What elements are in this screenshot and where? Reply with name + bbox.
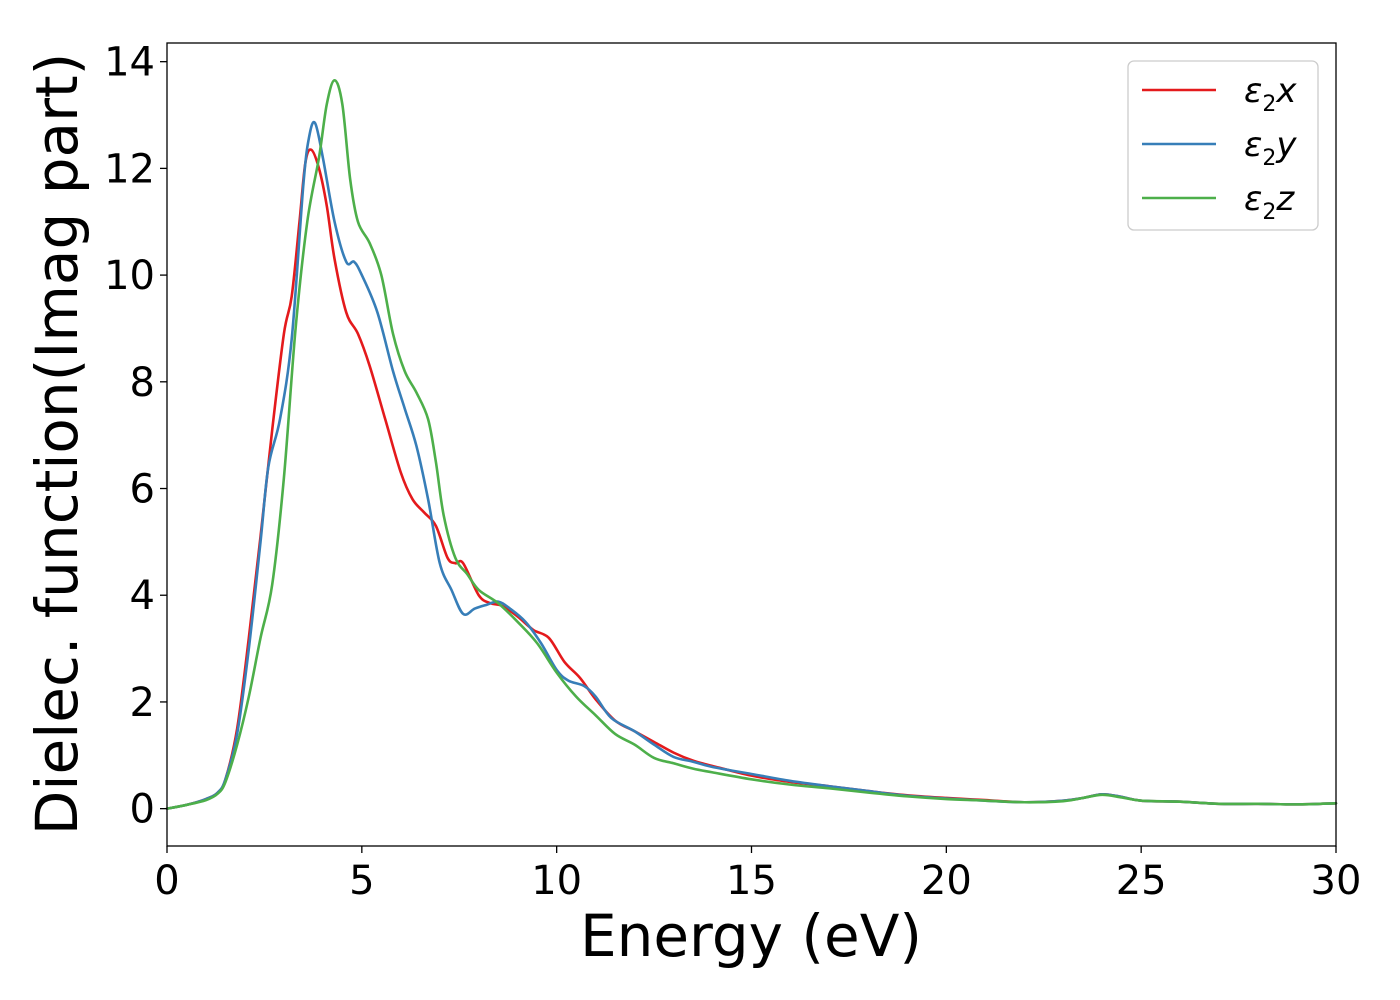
legend-label-epsilon2x: ε2x [1244,71,1297,117]
y-axis-title: Dielec. function(Imag part) [23,53,91,836]
y-tick-label: 0 [130,787,155,833]
series-line-epsilon2z [165,79,1338,810]
legend-box [1127,60,1319,231]
x-tick-label: 0 [154,858,179,904]
series-layer [165,79,1338,810]
legend-label-epsilon2z: ε2z [1244,179,1295,225]
x-tick-label: 25 [1116,858,1167,904]
x-tick-label: 20 [921,858,972,904]
y-tick-label: 8 [130,360,155,406]
x-axis: 0 5 10 15 20 25 30 [154,846,1361,904]
legend-label-epsilon2y: ε2y [1244,125,1297,171]
y-tick-label: 6 [130,467,155,513]
x-tick-label: 15 [726,858,777,904]
x-tick-label: 30 [1311,858,1362,904]
y-tick-label: 10 [104,253,155,299]
y-axis: 0 2 4 6 8 10 12 14 [104,40,167,833]
x-tick-label: 5 [349,858,374,904]
y-tick-label: 4 [130,573,155,619]
y-tick-label: 14 [104,40,155,86]
x-axis-title: Energy (eV) [580,902,922,970]
y-tick-label: 12 [104,146,155,192]
x-tick-label: 10 [531,858,582,904]
legend: ε2x ε2y ε2z [1127,60,1319,231]
y-tick-label: 2 [130,680,155,726]
